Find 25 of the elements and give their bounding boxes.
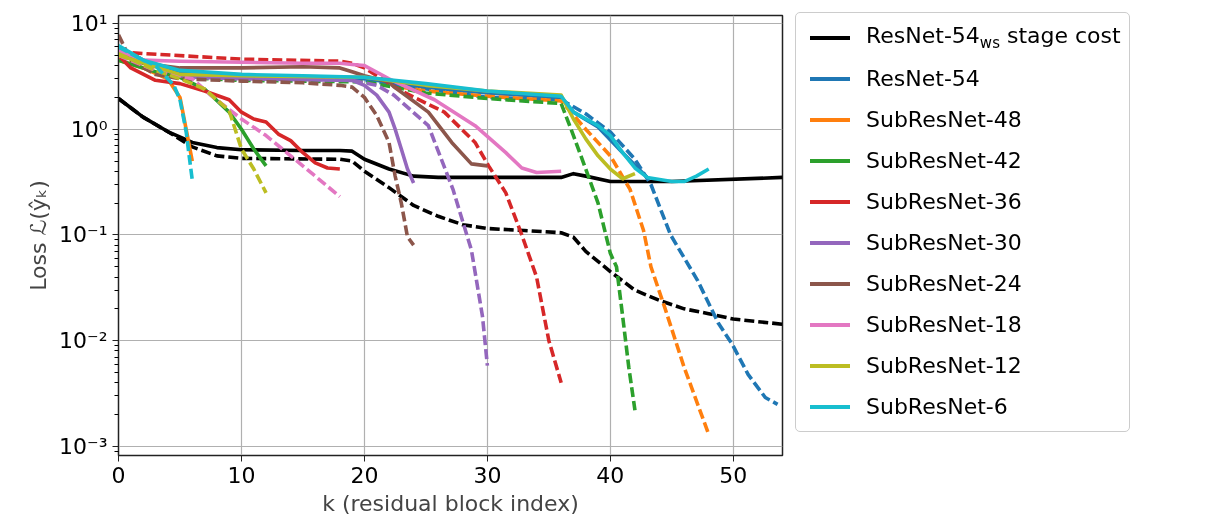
legend-label: SubResNet-36 (866, 187, 1022, 216)
y-tick-label: 10⁻³ (59, 433, 108, 459)
line-series (118, 33, 416, 247)
x-tick-label: 50 (719, 462, 748, 488)
legend-label: SubResNet-12 (866, 351, 1022, 380)
y-tick-label: 10⁻² (59, 328, 108, 354)
line-series (118, 49, 563, 175)
x-tick-label: 40 (596, 462, 625, 488)
legend-label: SubResNet-18 (866, 310, 1022, 339)
x-tick-label: 30 (473, 462, 502, 488)
legend-label: SubResNet-30 (866, 228, 1022, 257)
legend-label: ResNet-54 (866, 64, 980, 93)
x-tick-label: 0 (111, 462, 126, 488)
y-tick-label: 10⁻¹ (59, 222, 108, 248)
x-tick-label: 10 (227, 462, 256, 488)
y-tick-label: 10⁰ (70, 116, 108, 142)
legend-label: SubResNet-24 (866, 269, 1022, 298)
y-tick-label: 10¹ (70, 10, 108, 36)
x-tick-label: 20 (350, 462, 379, 488)
legend-label: SubResNet-48 (866, 105, 1022, 134)
legend-label: ResNet-54$_{ws}$ stage cost (866, 22, 1121, 55)
legend-label: SubResNet-6 (866, 392, 1008, 421)
x-axis-title: k (residual block index) (322, 490, 579, 516)
legend-label: SubResNet-42 (866, 146, 1022, 175)
y-axis-title: Loss ℒ(ŷₖ) (26, 180, 52, 291)
